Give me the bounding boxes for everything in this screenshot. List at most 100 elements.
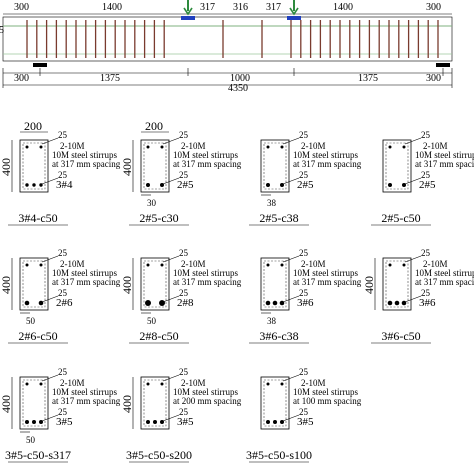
stirrup-outline	[143, 260, 167, 308]
section-label: 2#6-c50	[18, 329, 57, 343]
top-bars-label: 2-10M	[181, 259, 206, 269]
bottom-bar	[159, 300, 165, 306]
top-bar	[146, 263, 150, 267]
cover-top-label: 25	[58, 367, 68, 377]
stirrup-text: 10M steel stirrups	[52, 150, 117, 160]
stirrup-outline	[263, 142, 287, 190]
cover-top-label: 25	[299, 367, 309, 377]
cover-bottom-label: 25	[421, 170, 431, 180]
stirrup-spacing-text: at 100 mm spacing	[293, 396, 362, 406]
top-bar	[266, 263, 270, 267]
leader-line	[404, 255, 422, 263]
section-label: 3#6-c38	[259, 329, 298, 343]
stirrup-spacing-text: at 317 mm spacing	[415, 159, 474, 169]
section-label: 2#5-c50	[381, 211, 420, 225]
leader-line	[282, 177, 300, 185]
cover-bottom-label: 25	[179, 170, 189, 180]
cover-bottom-label: 25	[421, 288, 431, 298]
section-outline	[140, 376, 170, 430]
section-width-label: 200	[145, 119, 163, 133]
section-outline	[19, 257, 49, 311]
section-outline	[19, 139, 49, 193]
top-bar	[25, 263, 29, 267]
stirrup-outline	[22, 379, 46, 427]
stirrup-spacing-text: at 317 mm spacing	[52, 159, 121, 169]
section-outline	[140, 139, 170, 193]
section-height-label: 400	[120, 276, 134, 294]
bottom-bar	[273, 420, 277, 424]
bottom-dim-label: 1000	[230, 73, 250, 84]
top-bars-label: 2-10M	[301, 141, 326, 151]
stirrup-text: 10M steel stirrups	[173, 268, 238, 278]
top-dim-label: 1400	[102, 2, 122, 13]
total-length-label: 4350	[228, 83, 248, 94]
bottom-bar	[272, 300, 278, 306]
top-bar	[402, 263, 406, 267]
cover-bottom-label: 25	[299, 170, 309, 180]
leader-line	[282, 295, 300, 303]
bottom-bar	[279, 300, 285, 306]
supports	[33, 63, 450, 67]
section-outline	[19, 376, 49, 430]
cover-bottom-label: 25	[299, 407, 309, 417]
cover-bottom-label: 25	[58, 407, 68, 417]
section-label: 3#6-c50	[381, 329, 420, 343]
leader-line	[404, 137, 422, 145]
stirrup-outline	[263, 379, 287, 427]
stirrup-spacing-text: at 317 mm spacing	[415, 277, 474, 287]
leader-line	[162, 295, 180, 303]
top-bars-label: 2-10M	[423, 259, 448, 269]
bottom-bar	[145, 300, 151, 306]
bottom-bars-label: 3#5	[297, 416, 314, 428]
top-bar	[25, 145, 29, 149]
cover-top-label: 25	[179, 367, 189, 377]
stirrup-group	[26, 20, 439, 58]
section-label: 3#5-c50-s200	[126, 448, 192, 462]
left-edge-glyph: 5	[0, 25, 4, 36]
leader-line	[41, 255, 59, 263]
top-bar	[39, 145, 43, 149]
top-bars-label: 2-10M	[301, 378, 326, 388]
bottom-bar	[146, 183, 150, 187]
top-bar	[146, 382, 150, 386]
cover-bottom-label: 25	[58, 288, 68, 298]
stirrup-outline	[263, 260, 287, 308]
bottom-bar	[387, 300, 393, 306]
top-bars-label: 2-10M	[60, 378, 85, 388]
bottom-bars-label: 2#6	[56, 297, 73, 309]
section-height-label: 400	[362, 276, 376, 294]
section-outline	[260, 139, 290, 193]
cover-bottom-label: 25	[179, 407, 189, 417]
leader-line	[282, 374, 300, 382]
bottom-dimension-chain: 300 1375 1000 1375 300 4350	[2, 68, 453, 94]
stirrup-spacing-text: at 317 mm spacing	[293, 159, 362, 169]
stirrup-text: 10M steel stirrups	[415, 150, 474, 160]
leader-line	[162, 374, 180, 382]
side-dim-label: 50	[26, 316, 36, 326]
stirrup-outline	[22, 260, 46, 308]
bottom-bar	[388, 183, 392, 187]
load-arrow-right-icon	[287, 0, 301, 20]
top-bar	[146, 145, 150, 149]
cover-bottom-label: 25	[58, 170, 68, 180]
bottom-bar	[146, 420, 150, 424]
stirrup-text: 10M steel stirrups	[415, 268, 474, 278]
section-outline	[140, 257, 170, 311]
leader-line	[162, 414, 180, 422]
top-dim-label: 317	[200, 2, 215, 13]
stirrup-text: 10M steel stirrups	[293, 387, 358, 397]
leader-line	[41, 374, 59, 382]
bottom-dim-label: 1375	[100, 73, 120, 84]
stirrup-text: 10M steel stirrups	[52, 268, 117, 278]
top-bars-label: 2-10M	[60, 259, 85, 269]
stirrup-outline	[22, 142, 46, 190]
leader-line	[282, 137, 300, 145]
